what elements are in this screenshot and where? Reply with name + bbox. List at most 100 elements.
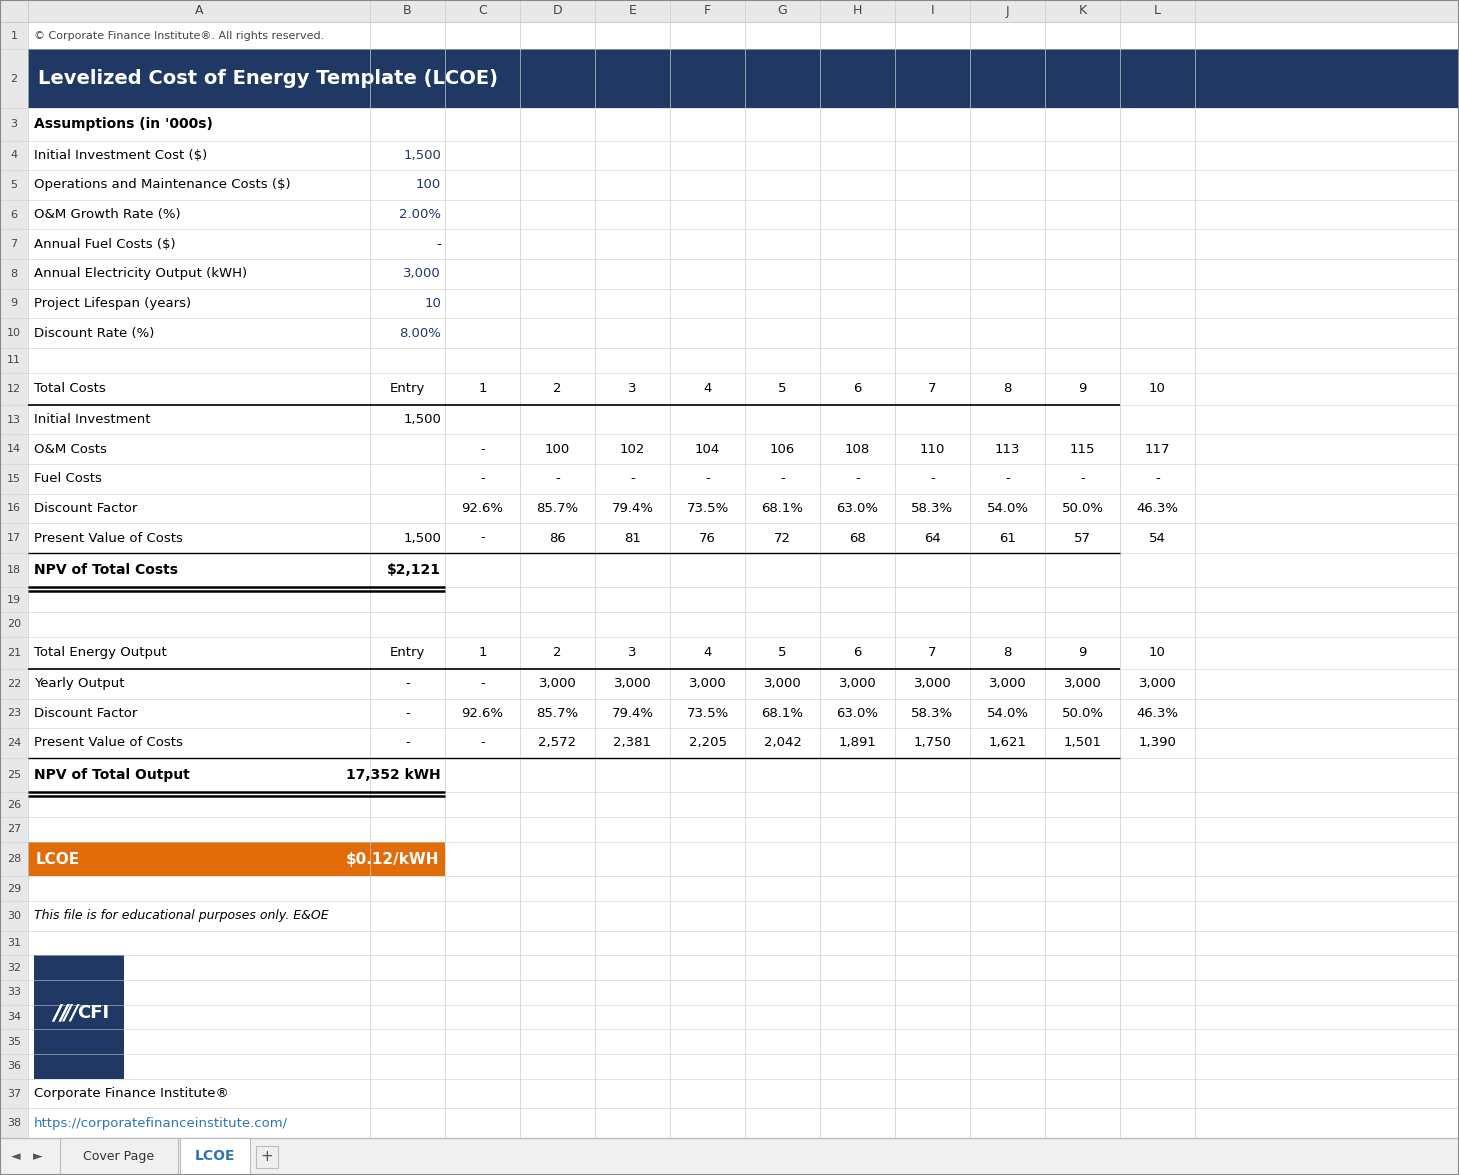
Bar (28, 170, 1459, 200)
Text: 30: 30 (7, 911, 20, 921)
Text: 9: 9 (10, 298, 18, 309)
Bar (28, 464, 1459, 493)
Text: 85.7%: 85.7% (537, 707, 579, 720)
Bar (28, 229, 1459, 258)
Text: 2: 2 (553, 382, 562, 395)
Text: 8.00%: 8.00% (400, 327, 441, 340)
Text: CFI: CFI (77, 1003, 109, 1022)
Text: Initial Investment Cost ($): Initial Investment Cost ($) (34, 149, 207, 162)
Text: K: K (1078, 5, 1087, 18)
Text: C: C (479, 5, 487, 18)
Text: 3,000: 3,000 (913, 677, 951, 690)
Text: 9: 9 (1078, 382, 1087, 395)
Bar (28, 435, 1459, 464)
Bar (28, 49, 1459, 108)
Text: 27: 27 (7, 825, 20, 834)
Text: 86: 86 (549, 531, 566, 544)
Text: 11: 11 (7, 355, 20, 365)
Text: 115: 115 (1069, 443, 1096, 456)
Text: -: - (480, 443, 484, 456)
Bar (28, 318, 1459, 348)
Text: 1: 1 (479, 646, 487, 659)
Text: 3,000: 3,000 (538, 677, 576, 690)
Text: 50.0%: 50.0% (1062, 707, 1103, 720)
Text: 16: 16 (7, 503, 20, 513)
Text: 3,000: 3,000 (689, 677, 727, 690)
Text: -: - (630, 472, 635, 485)
Text: -: - (855, 472, 859, 485)
Text: 2: 2 (553, 646, 562, 659)
Text: 54.0%: 54.0% (986, 502, 1029, 515)
Text: 54: 54 (1150, 531, 1166, 544)
Bar (179, 1139, 249, 1175)
Text: 7: 7 (928, 646, 937, 659)
Bar (28, 877, 1459, 901)
Bar (28, 22, 1459, 49)
Text: 2: 2 (10, 74, 18, 83)
Text: 50.0%: 50.0% (1062, 502, 1103, 515)
Bar (255, 1146, 279, 1168)
Bar (28, 792, 1459, 817)
Text: 15: 15 (7, 474, 20, 484)
Text: 4: 4 (703, 382, 712, 395)
Text: ◄: ◄ (12, 1150, 20, 1163)
Bar (28, 372, 1459, 404)
Text: Discount Factor: Discount Factor (34, 502, 137, 515)
Text: 10: 10 (7, 328, 20, 338)
Text: 3,000: 3,000 (989, 677, 1026, 690)
Text: 6: 6 (854, 382, 862, 395)
Text: Assumptions (in '000s): Assumptions (in '000s) (34, 118, 213, 132)
Text: -: - (1156, 472, 1160, 485)
Text: 23: 23 (7, 709, 20, 718)
Text: 8: 8 (10, 269, 18, 278)
Text: O&M Growth Rate (%): O&M Growth Rate (%) (34, 208, 181, 221)
Text: 7: 7 (10, 240, 18, 249)
Text: 104: 104 (694, 443, 721, 456)
Text: 1,501: 1,501 (1064, 737, 1102, 750)
Text: J: J (1005, 5, 1010, 18)
Text: Discount Rate (%): Discount Rate (%) (34, 327, 155, 340)
Text: 73.5%: 73.5% (686, 502, 728, 515)
Text: 63.0%: 63.0% (836, 707, 878, 720)
Text: $0.12/kWH: $0.12/kWH (346, 852, 439, 866)
Text: Entry: Entry (390, 382, 425, 395)
Text: Annual Fuel Costs ($): Annual Fuel Costs ($) (34, 237, 175, 250)
Text: -: - (1005, 472, 1010, 485)
Text: 72: 72 (775, 531, 791, 544)
Text: 85.7%: 85.7% (537, 502, 579, 515)
Text: 10: 10 (1150, 382, 1166, 395)
Text: 5: 5 (778, 382, 786, 395)
Text: 2,381: 2,381 (613, 737, 652, 750)
Text: +: + (261, 1149, 273, 1164)
Text: 19: 19 (7, 595, 20, 605)
Text: 1,500: 1,500 (403, 149, 441, 162)
Bar (0, 0, 1459, 22)
Bar (28, 1054, 1459, 1079)
Text: 36: 36 (7, 1061, 20, 1072)
Text: 1,750: 1,750 (913, 737, 951, 750)
Bar (28, 1005, 1459, 1029)
Text: F: F (703, 5, 711, 18)
Text: Discount Factor: Discount Factor (34, 707, 137, 720)
Text: Levelized Cost of Energy Template (LCOE): Levelized Cost of Energy Template (LCOE) (38, 69, 498, 88)
Text: LCOE: LCOE (36, 852, 80, 866)
Text: Entry: Entry (390, 646, 425, 659)
Text: NPV of Total Costs: NPV of Total Costs (34, 563, 178, 577)
Text: D: D (553, 5, 562, 18)
Text: Annual Electricity Output (kWH): Annual Electricity Output (kWH) (34, 268, 247, 281)
Bar (0, 0, 28, 22)
Text: 3,000: 3,000 (614, 677, 651, 690)
Text: 3,000: 3,000 (839, 677, 877, 690)
Text: -: - (406, 677, 410, 690)
Text: https://corporatefinanceinstitute.com/: https://corporatefinanceinstitute.com/ (34, 1116, 287, 1129)
Text: 92.6%: 92.6% (461, 502, 503, 515)
Text: 81: 81 (624, 531, 641, 544)
Text: 79.4%: 79.4% (611, 707, 654, 720)
Text: -: - (480, 531, 484, 544)
Text: 57: 57 (1074, 531, 1091, 544)
Text: $2,121: $2,121 (387, 563, 441, 577)
Text: Present Value of Costs: Present Value of Costs (34, 531, 182, 544)
Bar (28, 523, 1459, 553)
Bar (0, 22, 28, 1139)
Text: G: G (778, 5, 788, 18)
